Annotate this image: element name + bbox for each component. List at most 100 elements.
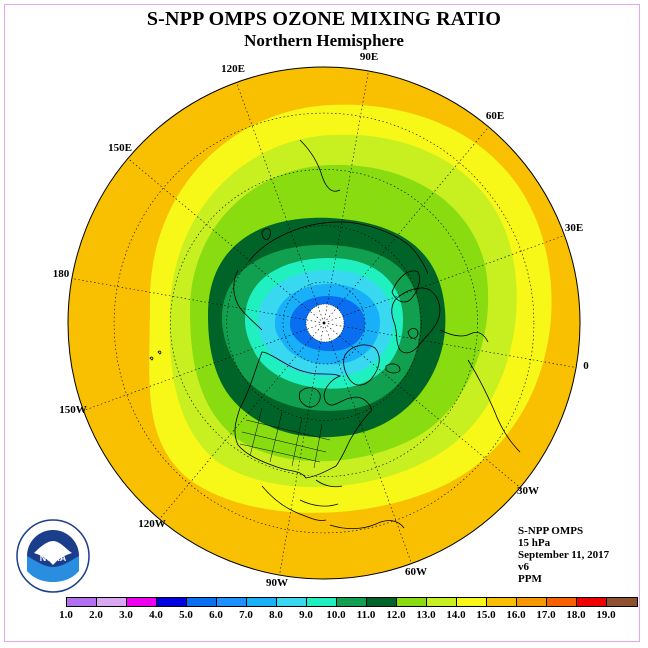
- colorbar-cell: [247, 598, 277, 606]
- meridian-line: [323, 235, 565, 324]
- latitude-circle: [113, 112, 535, 534]
- colorbar-cell: [67, 598, 97, 606]
- longitude-label: 60W: [405, 566, 427, 578]
- greenland: [343, 344, 380, 386]
- asia-coast: [249, 221, 429, 275]
- info-units: PPM: [518, 573, 542, 585]
- meridian-line: [279, 322, 325, 576]
- colorbar-cell: [367, 598, 397, 606]
- map-subtitle: Northern Hemisphere: [244, 31, 404, 50]
- longitude-label: 150E: [108, 142, 132, 154]
- colorbar-cell: [337, 598, 367, 606]
- colorbar-cell: [187, 598, 217, 606]
- colorbar-tick: 4.0: [149, 609, 163, 621]
- colorbar-tick-labels: 1.0 2.0 3.0 4.0 5.0 6.0 7.0 8.0 9.0 10.0 11.0 12.0 1…: [0, 609, 648, 623]
- us-state-grid: [239, 407, 331, 469]
- info-instrument: S-NPP OMPS: [518, 525, 584, 537]
- colorbar-cell: [157, 598, 187, 606]
- latitude-circle: [282, 281, 366, 365]
- figure-border: [4, 4, 640, 642]
- longitude-label: 180: [53, 268, 70, 280]
- longitude-label: 60E: [486, 110, 504, 122]
- meridian-line: [83, 322, 325, 411]
- info-date: September 11, 2017: [518, 549, 610, 561]
- longitude-label: 30E: [565, 222, 583, 234]
- colorbar-tick: 5.0: [179, 609, 193, 621]
- india-coast: [299, 139, 341, 192]
- colorbar-cell: [397, 598, 427, 606]
- longitude-labels: 90E 60E 30E 0 30W 60W 90W 120W 150W 180 150E 120E: [53, 51, 590, 589]
- colorbar-cell: [217, 598, 247, 606]
- scandinavia: [391, 270, 420, 303]
- meridian-line: [159, 322, 325, 520]
- colorbar-cell: [547, 598, 577, 606]
- longitude-label: 30W: [517, 485, 539, 497]
- colorbar-cell: [487, 598, 517, 606]
- meridian-line: [323, 322, 521, 488]
- hudson-bay: [298, 387, 321, 408]
- longitude-label: 0: [583, 360, 589, 372]
- longitude-label: 120W: [138, 518, 166, 530]
- north-america-coast: [234, 351, 373, 479]
- caribbean: [299, 479, 343, 507]
- south-america-north: [329, 520, 405, 530]
- colorbar-tick: 17.0: [536, 609, 556, 621]
- meridian-line: [323, 322, 412, 564]
- map-boundary: [67, 66, 581, 580]
- latitude-circle: [170, 169, 478, 477]
- product-info: S-NPP OMPS 15 hPa September 11, 2017 v6 …: [518, 525, 609, 585]
- longitude-label: 90W: [266, 577, 288, 589]
- central-america: [261, 485, 327, 521]
- colorbar-tick: 18.0: [566, 609, 586, 621]
- colorbar-tick: 14.0: [446, 609, 466, 621]
- colorbar-tick: 6.0: [209, 609, 223, 621]
- graticule: [71, 70, 577, 576]
- meridian-line: [127, 158, 325, 324]
- colorbar-tick: 16.0: [506, 609, 526, 621]
- colorbar-tick: 11.0: [356, 609, 376, 621]
- colorbar: [66, 597, 638, 607]
- longitude-label: 150W: [59, 404, 87, 416]
- colorbar-cell: [307, 598, 337, 606]
- colorbar-tick: 13.0: [416, 609, 436, 621]
- meridian-line: [323, 322, 577, 368]
- colorbar-cell: [517, 598, 547, 606]
- colorbar-tick: 7.0: [239, 609, 253, 621]
- colorbar-cell: [457, 598, 487, 606]
- colorbar-tick: 3.0: [119, 609, 133, 621]
- colorbar-cell: [127, 598, 157, 606]
- meridian-line: [236, 82, 325, 324]
- mediterranean: [439, 329, 489, 343]
- colorbar-cell: [577, 598, 607, 606]
- colorbar-tick: 12.0: [386, 609, 406, 621]
- colorbar-cell: [97, 598, 127, 606]
- japan: [261, 228, 271, 240]
- africa-coast: [467, 359, 521, 453]
- hawaii: [149, 350, 162, 361]
- map-title: S-NPP OMPS OZONE MIXING RATIO: [146, 8, 502, 30]
- meridian-line: [323, 126, 489, 324]
- iceland: [385, 363, 401, 374]
- colorbar-tick: 8.0: [269, 609, 283, 621]
- uk: [407, 328, 419, 339]
- europe-coast: [391, 287, 441, 354]
- colorbar-tick: 15.0: [476, 609, 496, 621]
- coastlines: [149, 139, 521, 530]
- colorbar-cell: [277, 598, 307, 606]
- longitude-label: 90E: [360, 51, 378, 63]
- colorbar-tick: 1.0: [59, 609, 73, 621]
- meridian-line: [323, 70, 369, 324]
- latitude-circle: [226, 225, 422, 421]
- colorbar-cell: [427, 598, 457, 606]
- noaa-logo: NOAA: [16, 519, 90, 593]
- info-level: 15 hPa: [518, 537, 551, 549]
- noaa-logo-text: NOAA: [40, 553, 67, 563]
- colorbar-tick: 9.0: [299, 609, 313, 621]
- longitude-label: 120E: [221, 63, 245, 75]
- colorbar-tick: 19.0: [596, 609, 616, 621]
- meridian-line: [71, 278, 325, 324]
- colorbar-tick: 10.0: [326, 609, 346, 621]
- colorbar-cell: [607, 598, 637, 606]
